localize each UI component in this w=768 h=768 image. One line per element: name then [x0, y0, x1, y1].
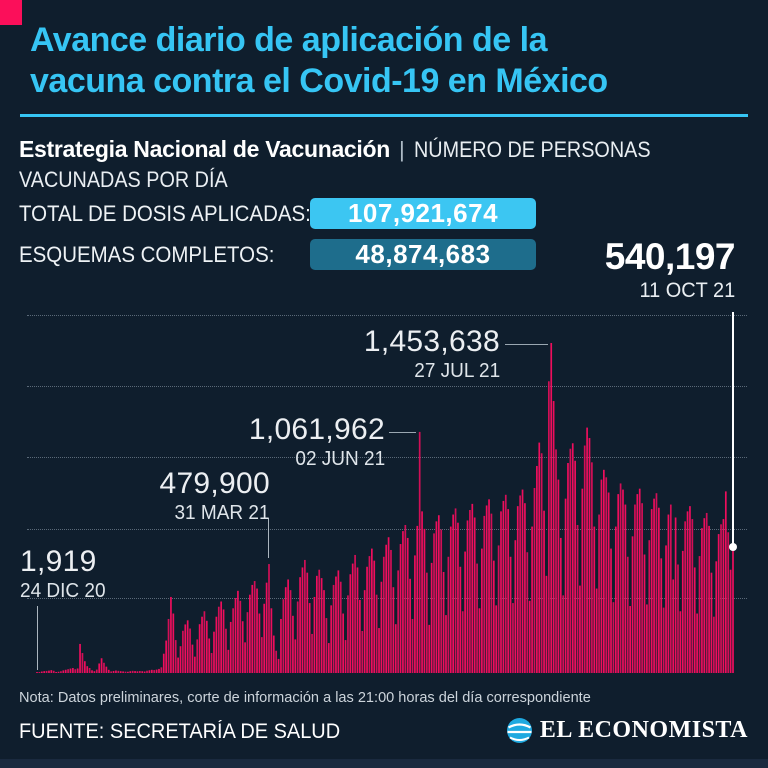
footnote: Nota: Datos preliminares, corte de infor…: [19, 689, 591, 706]
annotation-27-jul: 1,453,638 27 JUL 21: [364, 326, 500, 383]
el-economista-globe-icon: [506, 718, 532, 743]
source-text: FUENTE: SECRETARÍA DE SALUD: [19, 720, 341, 743]
total-doses-badge: 107,921,674: [310, 198, 536, 229]
total-doses-label: TOTAL DE DOSIS APLICADAS:: [19, 201, 311, 226]
leader-line-27-jul: [505, 344, 548, 345]
annotation-31-mar: 479,900 31 MAR 21: [159, 468, 270, 525]
leader-line-24-dic: [37, 606, 38, 670]
annotation-24-dic-value: 1,919: [20, 545, 97, 578]
annotation-24-dic: 1,919 24 DIC 20: [20, 546, 110, 603]
annotation-31-mar-date: 31 MAR 21: [174, 502, 270, 524]
annotation-02-jun-date: 02 JUN 21: [295, 448, 385, 470]
subtitle-light-2: VACUNADAS POR DÍA: [19, 167, 228, 192]
subtitle-line-2: VACUNADAS POR DÍA: [19, 167, 251, 193]
bottom-strip: [0, 759, 768, 768]
complete-schemes-label: ESQUEMAS COMPLETOS:: [19, 242, 275, 267]
annotation-02-jun-value: 1,061,962: [248, 413, 385, 446]
gridline-2: [27, 386, 747, 387]
latest-point-dot: [729, 543, 737, 551]
subtitle-separator: |: [399, 137, 405, 162]
page-title-line2: vacuna contra el Covid-19 en México: [30, 62, 608, 100]
annotation-27-jul-date: 27 JUL 21: [414, 360, 500, 382]
page-title-line1: Avance diario de aplicación de la: [30, 21, 547, 59]
annotation-24-dic-date: 24 DIC 20: [20, 580, 106, 602]
subtitle-line-1: Estrategia Nacional de Vacunación | NÚME…: [19, 136, 677, 163]
subtitle-bold: Estrategia Nacional de Vacunación: [19, 136, 391, 162]
annotation-31-mar-value: 479,900: [159, 467, 270, 500]
subtitle-light-1: NÚMERO DE PERSONAS: [413, 137, 651, 162]
title-underline: [20, 114, 748, 117]
latest-date: 11 OCT 21: [639, 279, 735, 302]
brand-name: EL ECONOMISTA: [539, 717, 748, 743]
annotation-02-jun: 1,061,962 02 JUN 21: [249, 414, 385, 471]
complete-schemes-badge: 48,874,683: [310, 239, 536, 270]
leader-line-11-oct: [732, 312, 734, 545]
gridline-5: [27, 598, 747, 599]
gridline-1: [27, 315, 747, 316]
page-title: Avance diario de aplicación de la vacuna…: [30, 20, 608, 102]
leader-line-02-jun: [389, 432, 416, 433]
gridline-3: [27, 457, 747, 458]
leader-line-31-mar: [268, 518, 269, 558]
annotation-27-jul-value: 1,453,638: [363, 325, 500, 358]
latest-value-block: 540,197 11 OCT 21: [604, 236, 736, 303]
gridline-4: [27, 529, 747, 530]
brand-lockup: EL ECONOMISTA: [506, 717, 748, 744]
accent-square: [0, 0, 22, 25]
latest-value: 540,197: [604, 236, 736, 277]
